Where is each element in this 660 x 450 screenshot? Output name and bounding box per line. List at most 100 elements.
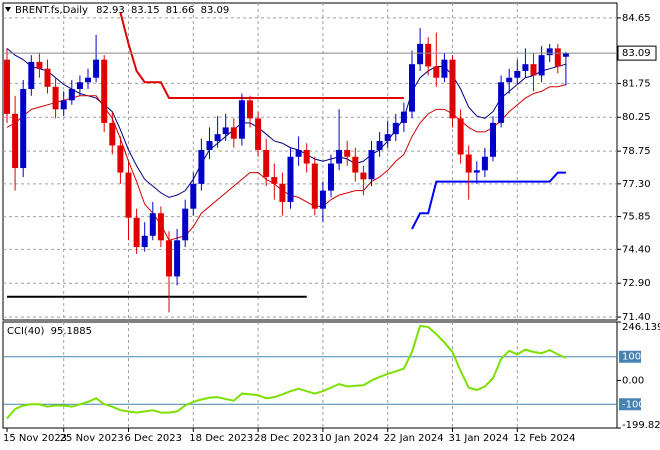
candle-body [12, 113, 19, 169]
y-tick-label: 77.30 [622, 179, 651, 190]
candle-body [214, 134, 221, 141]
y-tick-label: 81.75 [622, 78, 651, 89]
candle-body [538, 55, 545, 76]
candle-body [222, 127, 229, 135]
candle-body [384, 134, 391, 141]
cci-value: 95.1885 [51, 326, 92, 337]
candle-body [441, 59, 448, 78]
y-tick-label: 80.25 [622, 112, 651, 123]
candle-body [303, 149, 310, 164]
candle-body [506, 77, 513, 83]
low-value: 81.66 [166, 5, 195, 16]
cci-label: CCI(40) [7, 326, 45, 337]
candle-body [133, 217, 140, 248]
y-tick-label: 246.1394 [622, 322, 660, 333]
candle-body [117, 145, 124, 173]
candle-body [376, 140, 383, 150]
cci-header: CCI(40) 95.1885 [7, 326, 92, 337]
candle-body [28, 61, 35, 90]
candle-body [255, 118, 262, 150]
candle-body [149, 213, 156, 236]
candle-body [417, 43, 424, 65]
candle-body [76, 82, 83, 90]
x-tick-label: 15 Nov 2023 [3, 433, 67, 444]
candle-body [522, 64, 529, 71]
candle-body [263, 149, 270, 178]
symbol: BRENT.fs,Daily [15, 5, 88, 16]
candle-body [68, 89, 75, 101]
x-tick-label: 18 Dec 2023 [189, 433, 253, 444]
candle-body [206, 140, 213, 150]
price-tag [617, 45, 657, 61]
candle-body [44, 68, 51, 87]
candle-body [125, 172, 132, 218]
candle-body [52, 86, 59, 110]
candle-body [514, 70, 521, 78]
level-label: -100 [622, 399, 645, 410]
x-tick-label: 28 Dec 2023 [254, 433, 318, 444]
y-tick-label: 71.40 [622, 312, 651, 323]
x-tick-label: 6 Dec 2023 [125, 433, 183, 444]
candle-body [36, 61, 43, 69]
candle-body [368, 149, 375, 180]
candle-body [392, 122, 399, 135]
candle-body [425, 43, 432, 67]
candle-body [141, 235, 148, 248]
candle-body [530, 64, 537, 76]
candle-body [400, 111, 407, 123]
candle-body [465, 154, 472, 173]
candle-body [85, 77, 91, 83]
y-tick-label: 84.65 [622, 13, 651, 24]
price-panel [2, 2, 618, 321]
candle-body [247, 100, 253, 119]
x-tick-label: 22 Jan 2024 [384, 433, 444, 444]
candle-body [319, 190, 326, 209]
candle-body [190, 183, 197, 209]
candle-body [554, 48, 561, 67]
y-tick-label: 75.85 [622, 212, 651, 223]
high-value: 83.15 [131, 5, 160, 16]
candle-body [4, 59, 10, 114]
candle-body [433, 66, 440, 78]
candle-body [198, 149, 205, 184]
candle-body [546, 48, 553, 56]
candle-body [409, 64, 415, 112]
candle-body [344, 149, 351, 157]
overlay-line [6, 84, 567, 241]
price-tag-label: 83.09 [622, 48, 651, 59]
cci-line [6, 324, 567, 420]
candle-body [271, 177, 278, 184]
candle-body [481, 156, 488, 171]
candle-body [360, 172, 367, 180]
x-tick-label: 10 Jan 2024 [319, 433, 379, 444]
candle-body [101, 59, 108, 123]
y-tick-label: 72.90 [622, 278, 651, 289]
candle-body [328, 163, 334, 191]
level-label: 100 [622, 352, 641, 363]
candle-body [238, 100, 245, 139]
candle-body [182, 208, 189, 241]
close-value: 83.09 [201, 5, 230, 16]
candle-body [311, 163, 318, 209]
x-tick-label: 12 Feb 2024 [513, 433, 575, 444]
candle-body [230, 127, 237, 139]
chart-header: BRENT.fs,Daily 82.93 83.15 81.66 83.09 [15, 5, 229, 16]
candle-body [109, 122, 116, 146]
candle-body [166, 240, 172, 277]
candle-body [174, 240, 181, 277]
candle-body [157, 213, 164, 241]
candle-body [287, 156, 294, 202]
cci-panel [2, 321, 618, 429]
candle-body [473, 170, 480, 173]
candle-body [336, 149, 343, 164]
level-tag [619, 398, 641, 411]
y-tick-label: 78.75 [622, 146, 651, 157]
y-tick-label: 74.40 [622, 244, 651, 255]
candle-body [457, 118, 464, 155]
menu-arrow [5, 7, 11, 12]
candle-body [449, 59, 456, 119]
overlay-line [119, 12, 404, 100]
candle-body [490, 122, 496, 157]
